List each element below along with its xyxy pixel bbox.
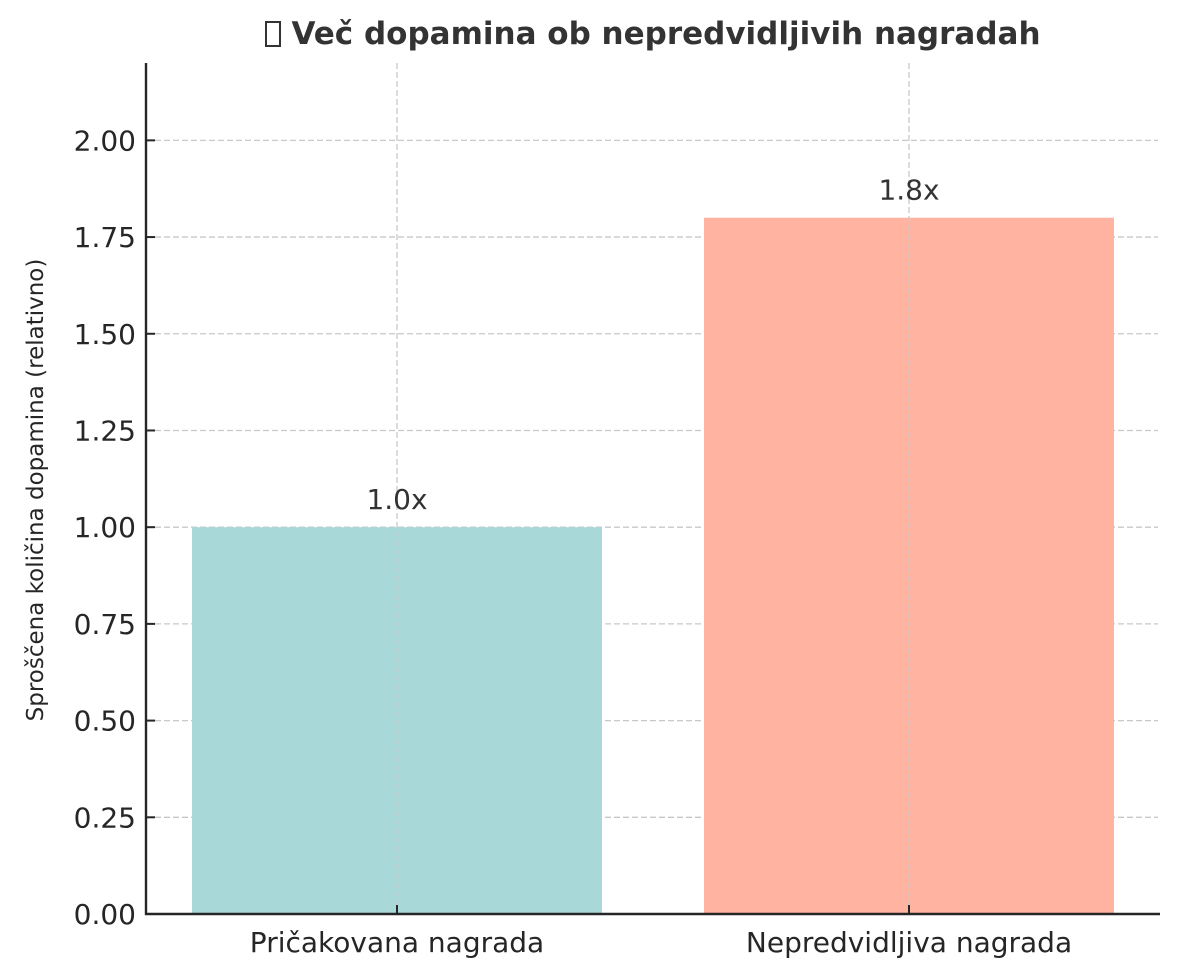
bar-value-label: 1.8x (878, 174, 939, 207)
x-tick-label: Pričakovana nagrada (250, 926, 544, 959)
y-tick-label: 0.50 (74, 705, 136, 738)
missing-glyph-icon (265, 21, 282, 47)
y-tick-label: 2.00 (74, 124, 136, 157)
bar (704, 217, 1114, 914)
y-tick-label: 1.25 (74, 414, 136, 447)
x-tick-label: Nepredvidljiva nagrada (746, 926, 1072, 959)
y-tick-label: 1.75 (74, 221, 136, 254)
y-tick-label: 1.00 (74, 511, 136, 544)
bar-value-label: 1.0x (366, 483, 427, 516)
chart-title: Več dopamina ob nepredvidljivih nagradah (146, 16, 1160, 52)
y-tick-label: 0.25 (74, 801, 136, 834)
y-tick-label: 0.75 (74, 608, 136, 641)
y-tick-label: 1.50 (74, 318, 136, 351)
y-tick-label: 0.00 (74, 898, 136, 931)
